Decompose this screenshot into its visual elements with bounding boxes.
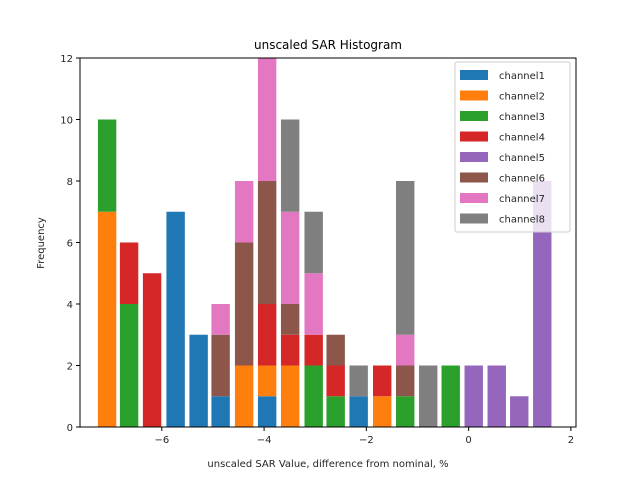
bar-channel6-bin-10 xyxy=(326,334,345,366)
x-tick-label: −4 xyxy=(257,435,272,446)
bar-channel8-bin-14 xyxy=(419,365,438,427)
bar-channel2-bin-12 xyxy=(372,396,392,427)
bar-channel4-bin-9 xyxy=(304,334,323,366)
bar-channel3-bin-9 xyxy=(304,365,323,427)
bar-channel7-bin-6 xyxy=(234,181,254,243)
bar-channel3-bin-13 xyxy=(396,396,415,427)
legend-label-channel2: channel2 xyxy=(499,92,545,103)
bar-channel7-bin-13 xyxy=(396,334,415,366)
bar-channel5-bin-16 xyxy=(464,365,483,427)
legend-swatch-channel6 xyxy=(460,172,488,183)
legend-swatch-channel7 xyxy=(460,193,488,203)
bar-channel2-bin-0 xyxy=(97,211,117,427)
y-tick-label: 6 xyxy=(67,239,73,250)
bar-channel3-bin-15 xyxy=(441,365,460,427)
bar-channel1-bin-11 xyxy=(349,396,368,427)
legend-swatch-channel1 xyxy=(460,70,488,80)
y-axis-label: Frequency xyxy=(36,217,47,269)
bar-channel8-bin-13 xyxy=(396,181,415,335)
bar-channel4-bin-8 xyxy=(280,334,300,366)
bar-channel2-bin-8 xyxy=(280,365,300,427)
chart-title: unscaled SAR Histogram xyxy=(254,38,402,52)
bar-channel7-bin-7 xyxy=(257,58,277,181)
y-tick-label: 0 xyxy=(67,423,73,434)
bar-channel5-bin-19 xyxy=(533,181,552,427)
bar-channel4-bin-12 xyxy=(372,365,392,397)
legend-label-channel3: channel3 xyxy=(499,112,545,123)
axes-group: −6 −4 −2 0 2 0 2 4 6 8 10 12 xyxy=(60,54,577,446)
x-tick-label: 0 xyxy=(465,435,471,446)
legend: channel1 channel2 channel3 channel4 channel5… xyxy=(454,61,571,233)
bar-channel8-bin-9 xyxy=(304,211,323,274)
bar-channel6-bin-8 xyxy=(280,304,300,335)
bar-channel3-bin-0 xyxy=(97,119,117,212)
x-axis-label: unscaled SAR Value, difference from nomi… xyxy=(207,459,448,470)
legend-label-channel5: channel5 xyxy=(499,153,545,164)
legend-swatch-channel2 xyxy=(460,90,488,101)
bar-channel1-bin-7 xyxy=(257,396,277,427)
bar-channel6-bin-5 xyxy=(211,334,230,397)
legend-swatch-channel5 xyxy=(460,152,488,162)
bar-channel1-bin-4 xyxy=(189,334,208,427)
legend-swatch-channel3 xyxy=(460,111,488,121)
bar-channel5-bin-17 xyxy=(487,365,506,427)
bar-channel8-bin-8 xyxy=(280,119,300,212)
legend-box xyxy=(454,61,571,233)
bar-channel5-bin-18 xyxy=(510,396,529,427)
x-tick-label: −2 xyxy=(359,435,374,446)
legend-label-channel1: channel1 xyxy=(499,71,545,82)
bar-channel6-bin-7 xyxy=(257,181,277,304)
bar-channel2-bin-7 xyxy=(257,365,277,397)
bar-channel4-bin-7 xyxy=(257,304,277,366)
bar-channel6-bin-6 xyxy=(234,242,254,366)
legend-swatch-channel8 xyxy=(460,213,488,224)
y-tick-label: 2 xyxy=(67,362,73,373)
x-tick-label: −6 xyxy=(154,435,169,446)
y-tick-label: 10 xyxy=(60,116,73,127)
bar-channel1-bin-3 xyxy=(166,211,185,427)
bar-channel7-bin-5 xyxy=(211,304,230,335)
bar-channel4-bin-1 xyxy=(119,242,139,304)
bar-channel3-bin-10 xyxy=(326,396,345,427)
x-tick-label: 2 xyxy=(568,435,574,446)
legend-swatch-channel4 xyxy=(460,131,488,142)
bar-channel1-bin-5 xyxy=(211,396,230,427)
y-tick-label: 12 xyxy=(60,54,73,65)
y-tick-label: 4 xyxy=(67,300,73,311)
bar-channel6-bin-13 xyxy=(396,365,415,397)
bar-channel3-bin-1 xyxy=(119,304,139,427)
bar-channel7-bin-9 xyxy=(304,273,323,335)
legend-label-channel4: channel4 xyxy=(499,133,545,144)
bar-channel4-bin-2 xyxy=(142,273,162,427)
bar-channel7-bin-8 xyxy=(280,211,300,304)
bar-channel8-bin-11 xyxy=(349,365,368,397)
bars-group xyxy=(97,58,552,427)
legend-label-channel7: channel7 xyxy=(499,194,545,205)
bar-channel2-bin-6 xyxy=(234,365,254,427)
legend-label-channel6: channel6 xyxy=(499,174,545,185)
y-tick-label: 8 xyxy=(67,177,73,188)
bar-channel4-bin-10 xyxy=(326,365,345,397)
legend-label-channel8: channel8 xyxy=(499,215,545,226)
